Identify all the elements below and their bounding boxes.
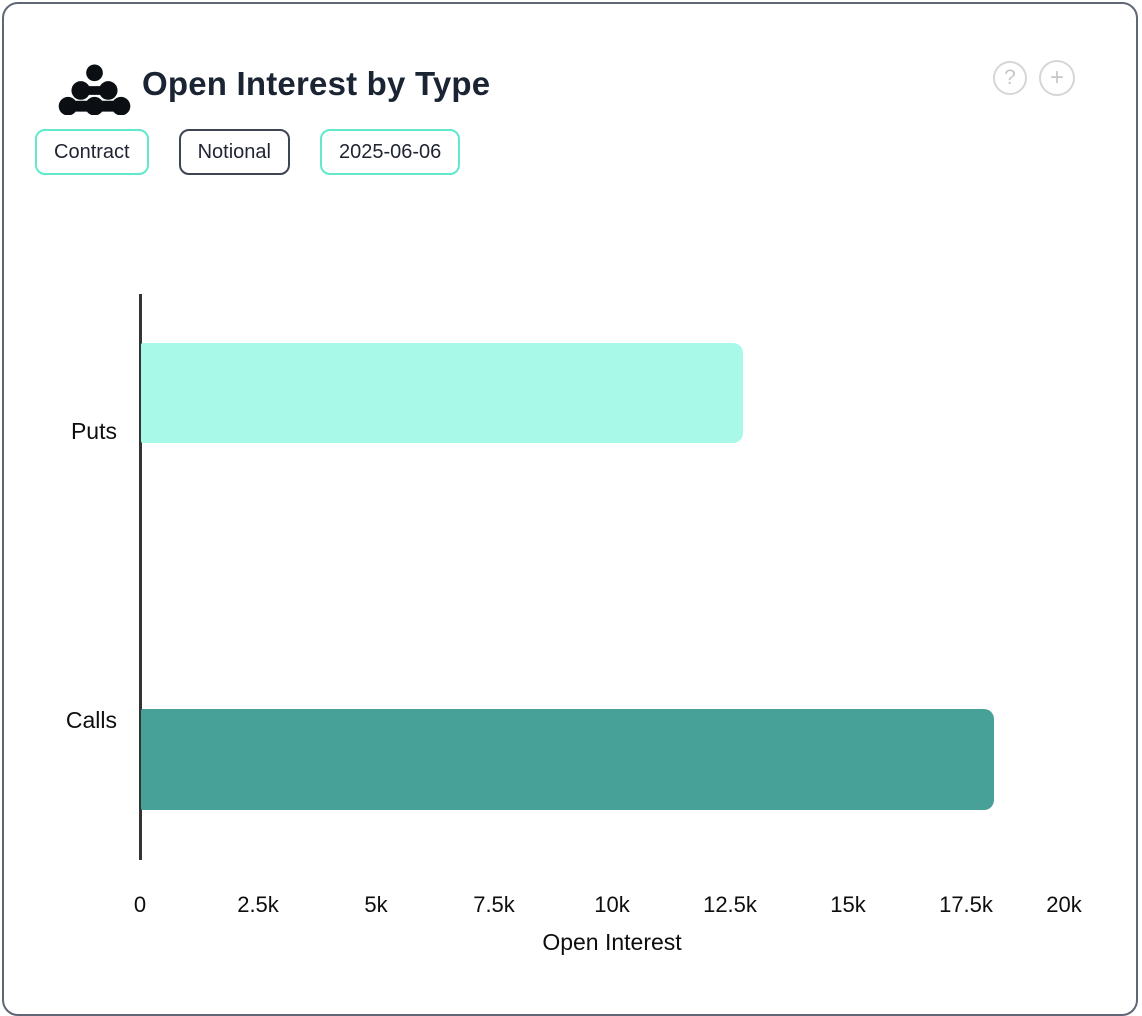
add-icon[interactable]: + — [1039, 60, 1075, 96]
toolbar-chips: Contract Notional 2025-06-06 — [35, 129, 461, 175]
brand-logo-icon — [58, 64, 131, 115]
chip-notional[interactable]: Notional — [178, 129, 290, 175]
page-title: Open Interest by Type — [142, 65, 491, 102]
bar-calls[interactable] — [141, 709, 995, 810]
x-tick-5k: 5k — [364, 892, 388, 917]
open-interest-bar-chart: Puts Calls 0 2.5k 5k 7.5k 10k 12.5k 15k 17.5k 20k O… — [4, 4, 1136, 1009]
x-tick-10k: 10k — [594, 892, 630, 917]
category-label-puts: Puts — [70, 417, 117, 444]
x-axis-title: Open Interest — [542, 929, 682, 955]
x-tick-15k: 15k — [830, 892, 866, 917]
chip-contract[interactable]: Contract — [35, 129, 149, 175]
bar-puts[interactable] — [141, 343, 743, 443]
x-tick-7-5k: 7.5k — [473, 892, 515, 917]
chip-2025-06-06[interactable]: 2025-06-06 — [319, 129, 461, 175]
x-tick-0: 0 — [133, 892, 147, 917]
help-icon[interactable]: ? — [993, 61, 1027, 95]
x-tick-2-5k: 2.5k — [237, 892, 279, 917]
x-tick-12-5k: 12.5k — [703, 892, 757, 917]
category-label-calls: Calls — [65, 706, 117, 733]
x-tick-20k: 20k — [1046, 892, 1082, 917]
y-axis-line — [139, 294, 142, 860]
x-tick-17-5k: 17.5k — [939, 892, 993, 917]
